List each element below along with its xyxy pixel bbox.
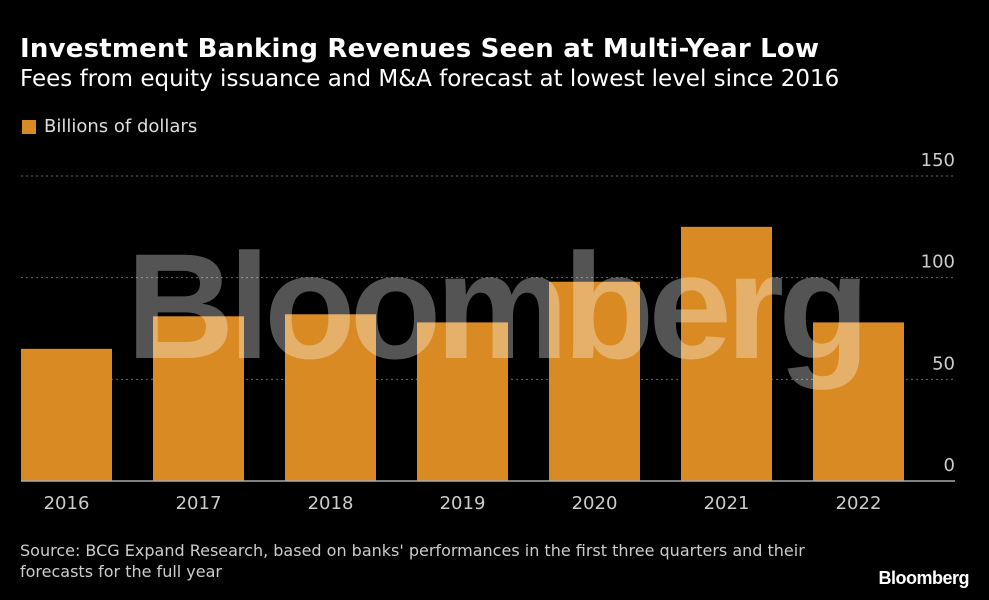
x-tick-label: 2022 [836, 493, 882, 514]
source-note: Source: BCG Expand Research, based on ba… [20, 541, 805, 581]
bar [21, 348, 112, 481]
bar [681, 226, 772, 481]
bar [285, 314, 376, 481]
x-tick-label: 2021 [704, 493, 750, 514]
chart-subtitle: Fees from equity issuance and M&A foreca… [20, 66, 840, 92]
x-tick-label: 2019 [440, 493, 486, 514]
bar [417, 322, 508, 481]
bar [549, 281, 640, 481]
legend: Billions of dollars [22, 116, 197, 137]
x-tick-label: 2017 [176, 493, 222, 514]
bar [153, 316, 244, 481]
legend-swatch [22, 119, 36, 134]
bar [813, 322, 904, 481]
bloomberg-logo: Bloomberg [878, 568, 969, 588]
legend-label: Billions of dollars [44, 116, 198, 137]
chart-title: Investment Banking Revenues Seen at Mult… [20, 34, 820, 64]
x-tick-label: 2016 [44, 493, 90, 514]
y-tick-label: 100 [921, 252, 955, 273]
y-tick-label: 150 [921, 150, 955, 171]
y-tick-label: 0 [944, 455, 955, 476]
x-tick-label: 2020 [572, 493, 618, 514]
watermark: Bloomberg [126, 222, 864, 390]
y-tick-label: 50 [932, 353, 955, 374]
x-tick-label: 2018 [308, 493, 354, 514]
